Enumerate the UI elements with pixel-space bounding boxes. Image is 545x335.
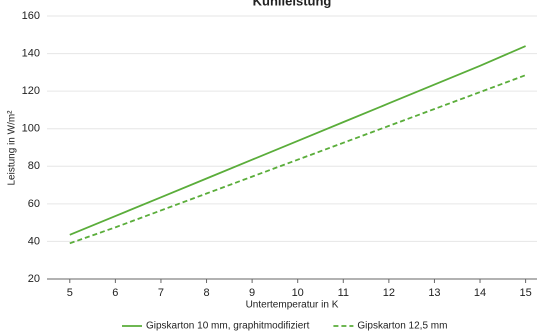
x-axis-label: Untertemperatur in K (246, 300, 339, 311)
x-tick-label: 7 (158, 287, 164, 299)
x-tick-label: 13 (428, 287, 440, 299)
chart-title: Kühlleistung (253, 0, 332, 8)
x-tick-label: 14 (474, 287, 486, 299)
y-tick-label: 20 (28, 273, 40, 285)
legend-label: Gipskarton 12,5 mm (357, 321, 447, 332)
x-tick-label: 6 (112, 287, 118, 299)
series-line (69, 45, 526, 236)
x-tick-label: 15 (519, 287, 531, 299)
y-tick-label: 120 (22, 85, 40, 97)
y-tick-label: 140 (22, 47, 40, 59)
x-tick-label: 8 (203, 287, 209, 299)
x-tick-label: 10 (292, 287, 304, 299)
y-tick-label: 80 (28, 160, 40, 172)
x-tick-label: 9 (249, 287, 255, 299)
x-tick-label: 12 (383, 287, 395, 299)
y-axis-label: Leistung in W/m² (7, 110, 18, 186)
y-tick-label: 40 (28, 235, 40, 247)
x-tick-label: 5 (67, 287, 73, 299)
y-tick-label: 160 (22, 10, 40, 22)
series-line (69, 74, 526, 245)
y-tick-label: 60 (28, 198, 40, 210)
legend-label: Gipskarton 10 mm, graphitmodifiziert (146, 321, 310, 332)
x-tick-label: 11 (338, 287, 349, 299)
y-tick-label: 100 (22, 123, 40, 135)
